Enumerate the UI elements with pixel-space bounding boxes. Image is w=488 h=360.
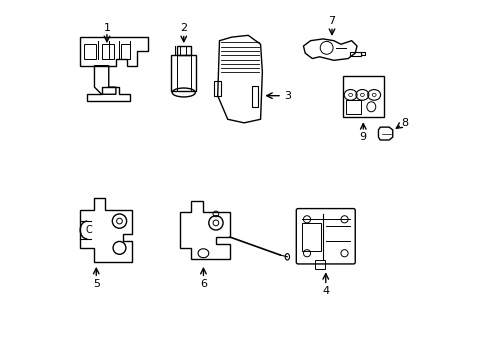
Text: 5: 5 [93,279,100,289]
Bar [121,44,130,59]
Bar [301,223,321,251]
Text: 1: 1 [103,23,110,33]
Bar [83,44,96,59]
Bar [102,44,114,59]
Bar [314,260,325,269]
Text: 9: 9 [359,132,366,142]
Text: 4: 4 [322,286,328,296]
Text: 6: 6 [200,279,206,289]
Text: C: C [85,225,92,235]
Text: 3: 3 [284,91,290,101]
Text: 7: 7 [328,16,335,26]
Bar [346,100,360,114]
Text: 8: 8 [401,118,408,128]
Bar [360,53,364,55]
Bar [251,86,258,108]
Bar [176,46,190,55]
Bar [171,55,196,91]
Text: 2: 2 [180,23,187,33]
Bar [214,81,220,96]
Bar [342,76,383,117]
Bar [349,53,360,56]
